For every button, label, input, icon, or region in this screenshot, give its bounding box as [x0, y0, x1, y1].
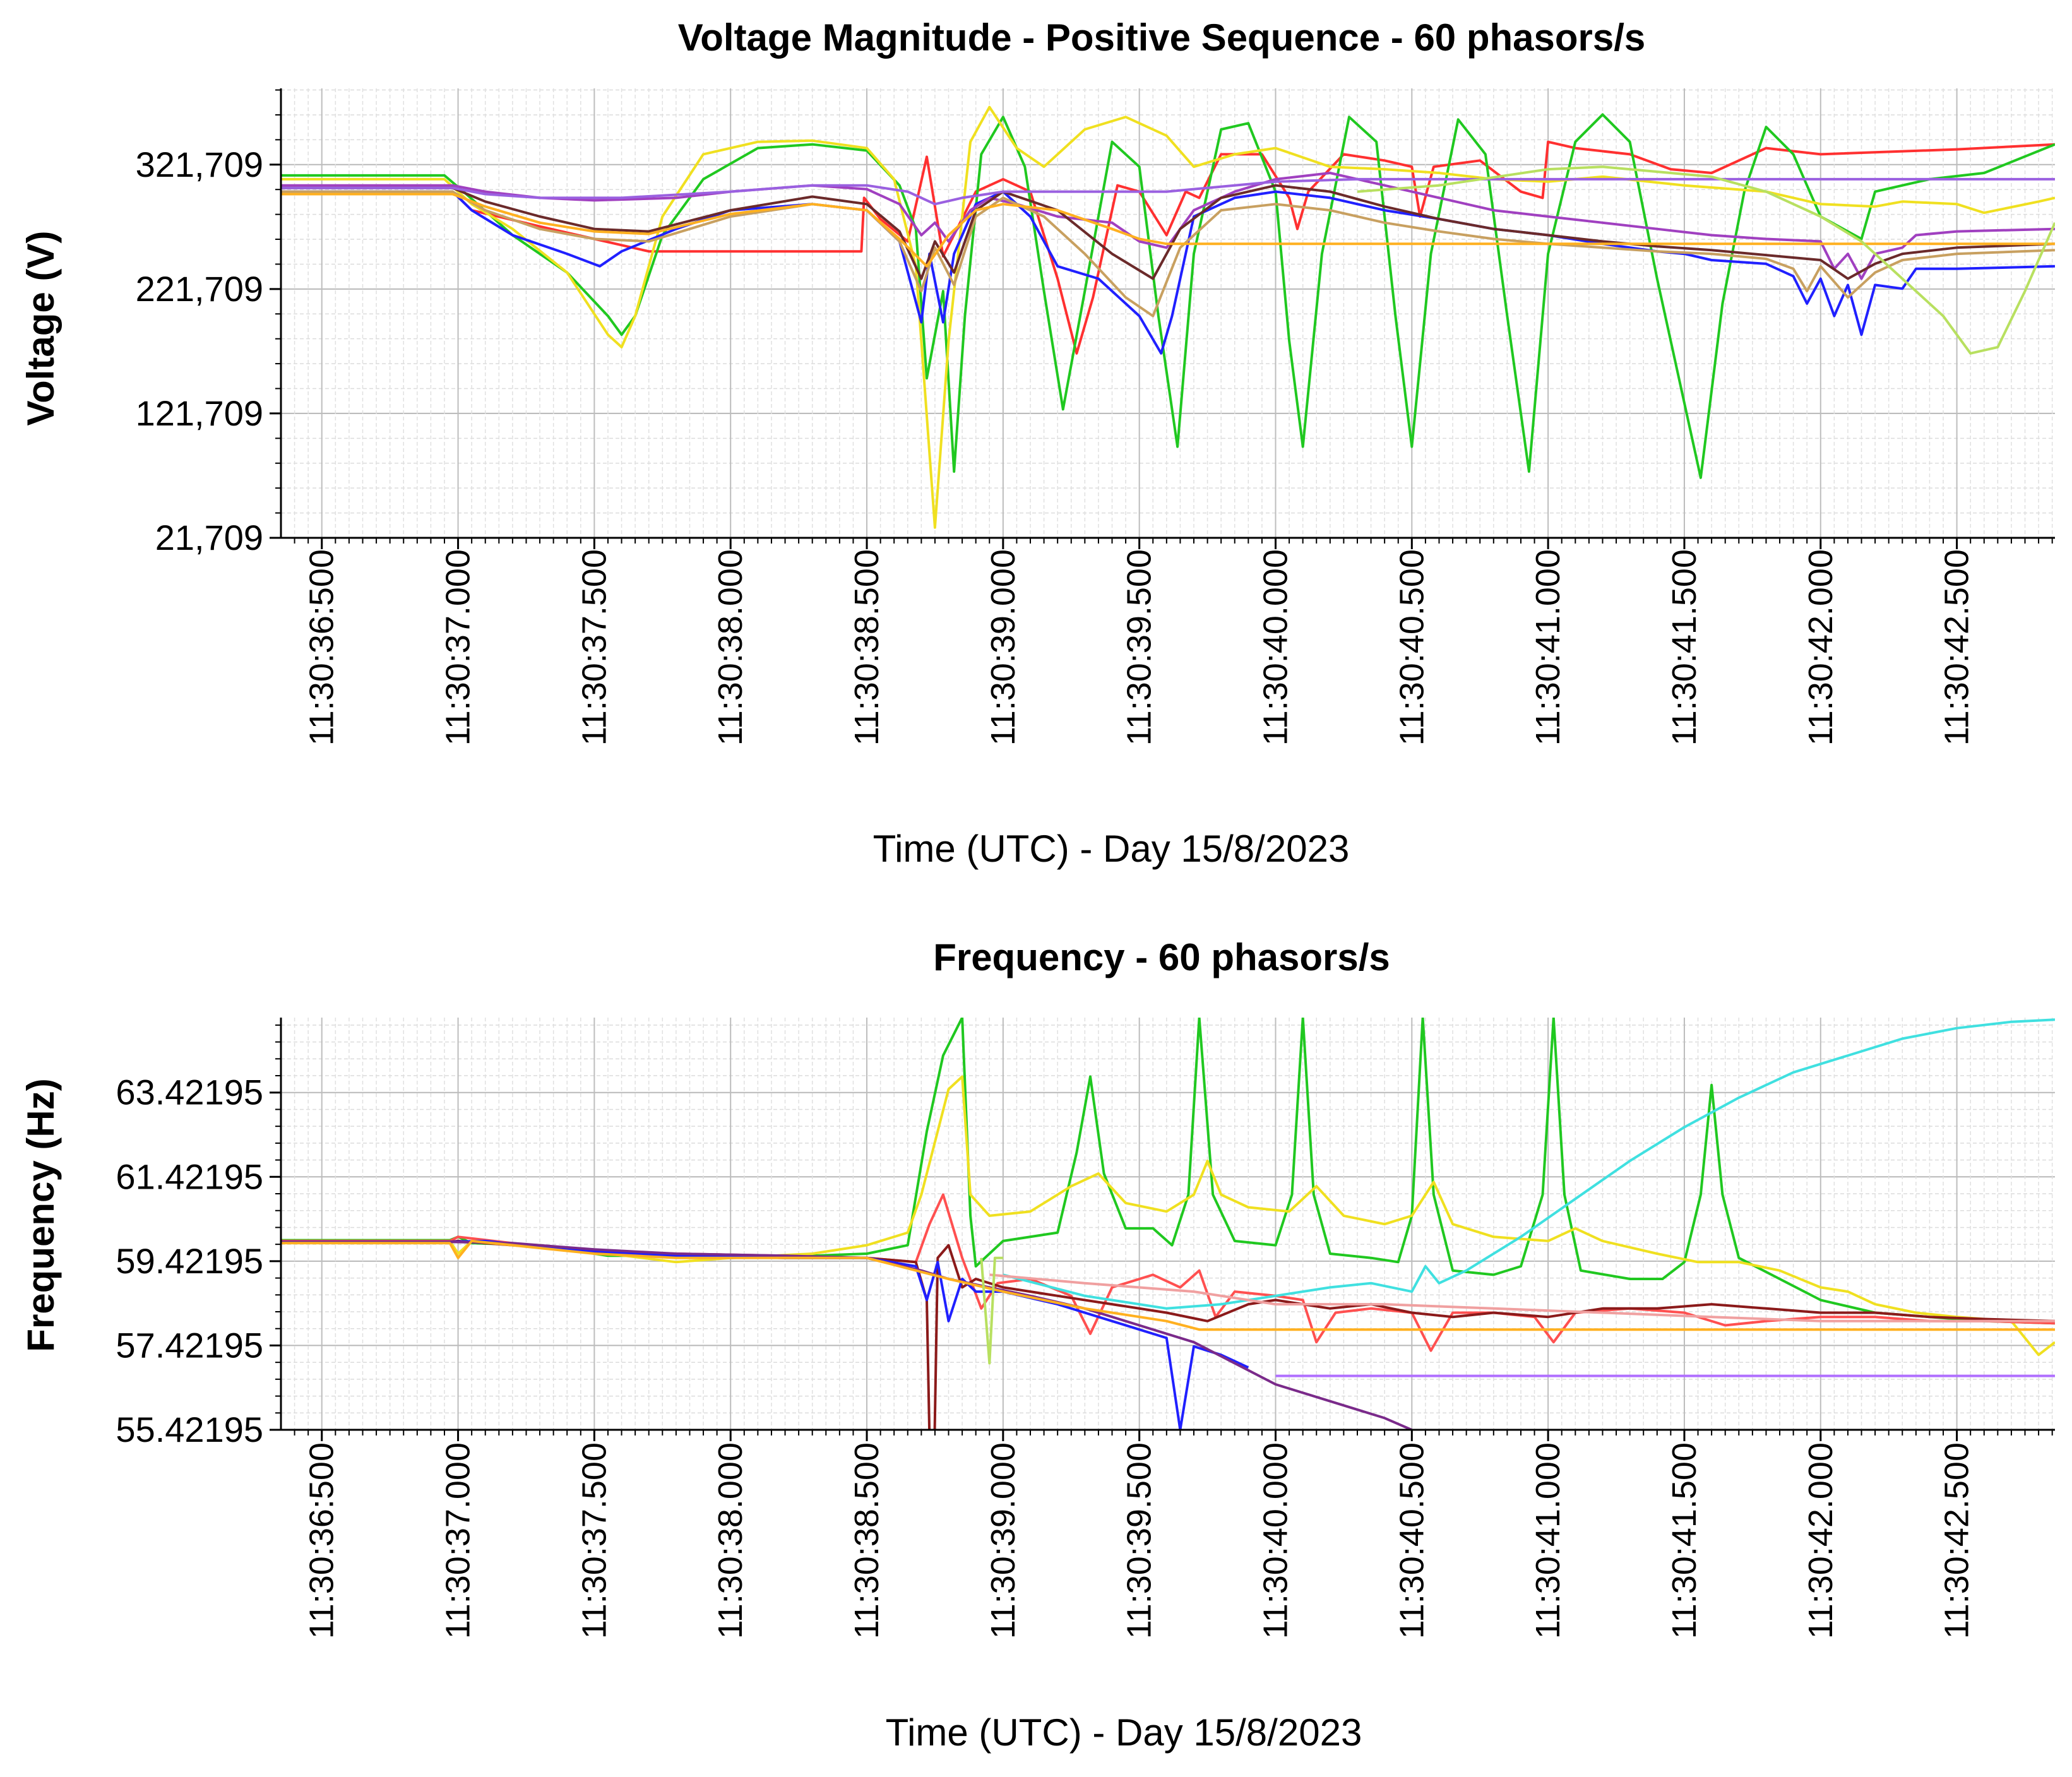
voltage-series-line-10	[1357, 165, 2055, 355]
voltage-plot-area	[281, 88, 2055, 538]
voltage-y-tick-label: 21,709	[155, 518, 263, 557]
frequency-series-line-1	[281, 1018, 2055, 1325]
voltage-x-tick-label: 11:30:41.000	[1529, 549, 1567, 746]
voltage-x-tick-label: 11:30:40.000	[1256, 549, 1294, 746]
frequency-x-tick-label: 11:30:39.000	[984, 1442, 1022, 1639]
frequency-y-tick-label: 61.42195	[116, 1156, 263, 1196]
voltage-x-tick-label: 11:30:42.000	[1802, 549, 1840, 746]
frequency-y-tick-label: 63.42195	[116, 1073, 263, 1112]
voltage-x-tick-label: 11:30:37.000	[439, 549, 477, 746]
voltage-y-tick-label: 121,709	[136, 393, 263, 433]
voltage-x-tick-label: 11:30:40.500	[1393, 549, 1431, 746]
voltage-x-tick-label: 11:30:37.500	[575, 549, 613, 746]
frequency-x-tick-label: 11:30:38.000	[712, 1442, 749, 1639]
voltage-chart: Voltage Magnitude - Positive Sequence - …	[20, 16, 2055, 870]
voltage-series-line-2	[281, 113, 2055, 479]
frequency-series-line-8	[281, 1239, 2055, 1331]
frequency-x-tick-label: 11:30:36:500	[303, 1442, 341, 1639]
voltage-series-line-3	[281, 105, 2055, 529]
voltage-x-tick-label: 11:30:39.000	[984, 549, 1022, 746]
frequency-x-tick-label: 11:30:42.000	[1802, 1442, 1840, 1639]
frequency-series-group	[281, 1018, 2055, 1430]
frequency-series-line-11	[980, 1256, 1003, 1365]
frequency-x-tick-label: 11:30:37.500	[575, 1442, 613, 1639]
frequency-chart-title: Frequency - 60 phasors/s	[933, 936, 1390, 978]
frequency-x-tick-label: 11:30:40.000	[1256, 1442, 1294, 1639]
voltage-series-group	[281, 105, 2055, 529]
voltage-y-tick-label: 321,709	[136, 145, 263, 184]
frequency-x-tick-label: 11:30:38.500	[848, 1442, 886, 1639]
frequency-x-axis-label: Time (UTC) - Day 15/8/2023	[886, 1711, 1362, 1754]
voltage-y-tick-label: 221,709	[136, 269, 263, 309]
frequency-y-axis-label: Frequency (Hz)	[20, 1078, 62, 1352]
voltage-series-line-6	[281, 190, 2055, 318]
frequency-series-line-10	[989, 1273, 2055, 1322]
frequency-chart: Frequency - 60 phasors/s Frequency (Hz) …	[20, 936, 2055, 1754]
voltage-series-line-8	[281, 193, 2055, 268]
voltage-x-axis-label: Time (UTC) - Day 15/8/2023	[873, 828, 1350, 870]
frequency-y-tick-label: 57.42195	[116, 1325, 263, 1365]
frequency-y-tick-label: 55.42195	[116, 1410, 263, 1449]
voltage-series-line-9	[281, 177, 2055, 206]
frequency-x-tick-label: 11:30:41.500	[1665, 1442, 1703, 1639]
voltage-series-line-7	[281, 184, 2055, 280]
voltage-x-tick-label: 11:30:38.500	[848, 549, 886, 746]
frequency-x-tick-label: 11:30:41.000	[1529, 1442, 1567, 1639]
voltage-y-axis-label: Voltage (V)	[20, 231, 62, 426]
frequency-grid	[281, 1018, 2055, 1430]
frequency-series-line-2	[281, 1075, 2055, 1357]
voltage-x-tick-label: 11:30:38.000	[712, 549, 749, 746]
frequency-x-tick-label: 11:30:42.500	[1938, 1442, 1976, 1639]
frequency-x-tick-label: 11:30:40.500	[1393, 1442, 1431, 1639]
frequency-plot-area	[281, 1018, 2055, 1430]
frequency-series-line-5	[281, 1239, 1249, 1430]
voltage-chart-title: Voltage Magnitude - Positive Sequence - …	[678, 16, 1646, 59]
voltage-x-tick-label: 11:30:42.500	[1938, 549, 1976, 746]
voltage-x-tick-label: 11:30:41.500	[1665, 549, 1703, 746]
frequency-y-tick-label: 59.42195	[116, 1241, 263, 1281]
voltage-series-line-1	[281, 140, 2055, 355]
voltage-x-tick-label: 11:30:36:500	[303, 549, 341, 746]
voltage-x-tick-label: 11:30:39.500	[1121, 549, 1158, 746]
frequency-x-tick-label: 11:30:37.000	[439, 1442, 477, 1639]
frequency-x-tick-label: 11:30:39.500	[1121, 1442, 1158, 1639]
